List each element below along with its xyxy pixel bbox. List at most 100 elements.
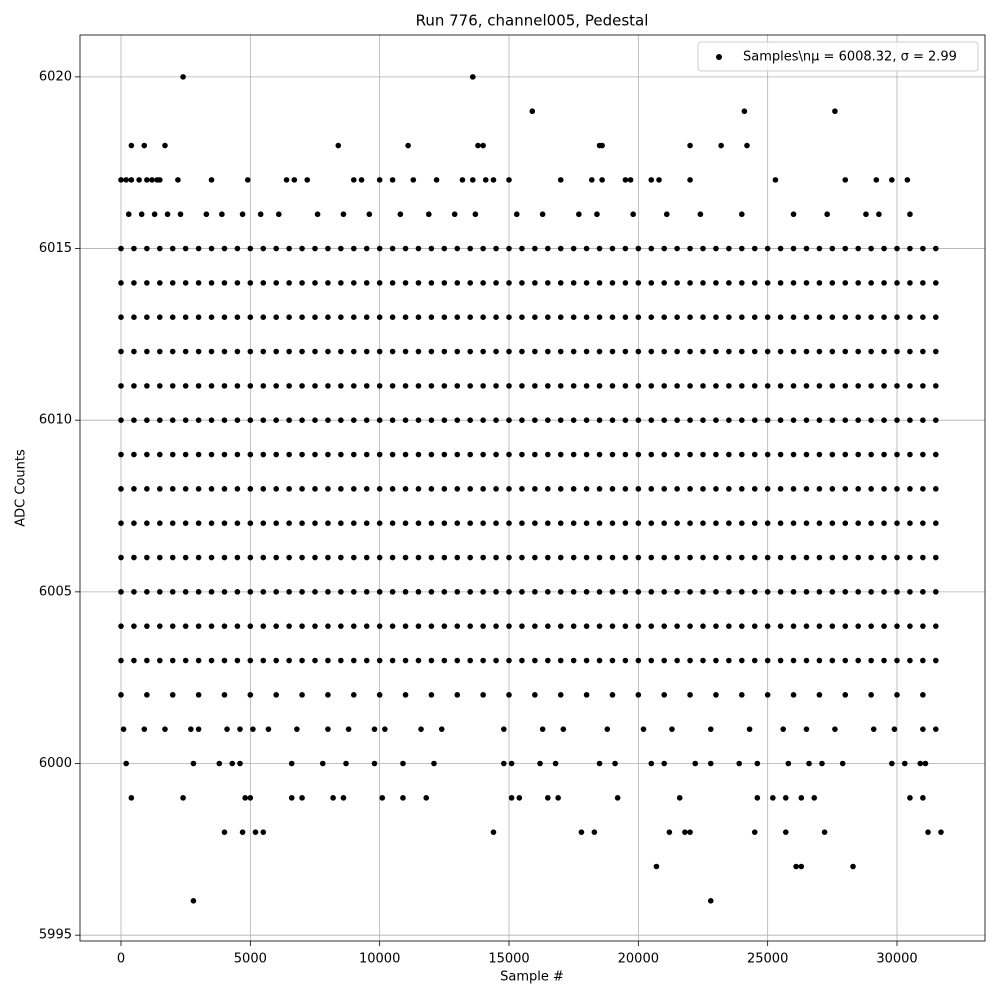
point bbox=[635, 554, 642, 561]
point bbox=[325, 280, 331, 286]
point bbox=[933, 245, 939, 252]
point bbox=[493, 383, 499, 389]
point bbox=[229, 760, 236, 767]
point bbox=[770, 795, 776, 801]
point bbox=[889, 177, 895, 183]
point bbox=[599, 142, 605, 149]
point bbox=[234, 486, 241, 492]
point bbox=[777, 348, 784, 355]
point bbox=[363, 245, 370, 252]
point bbox=[350, 451, 357, 458]
point bbox=[816, 589, 823, 595]
point bbox=[648, 554, 655, 561]
point bbox=[713, 451, 719, 458]
point bbox=[782, 795, 789, 801]
point bbox=[363, 623, 370, 629]
point bbox=[891, 726, 898, 732]
point bbox=[596, 760, 603, 767]
point bbox=[570, 520, 577, 526]
point bbox=[661, 623, 668, 629]
point bbox=[221, 623, 228, 629]
point bbox=[400, 795, 406, 801]
point bbox=[208, 657, 215, 664]
point bbox=[415, 245, 422, 252]
point bbox=[855, 383, 862, 389]
point bbox=[131, 451, 137, 458]
point bbox=[907, 211, 913, 218]
point bbox=[933, 314, 939, 321]
point bbox=[156, 314, 163, 321]
point bbox=[208, 314, 215, 321]
point bbox=[338, 520, 344, 526]
point bbox=[741, 108, 748, 115]
point bbox=[402, 245, 409, 252]
point bbox=[299, 280, 305, 286]
point bbox=[273, 348, 279, 355]
point bbox=[700, 383, 706, 389]
point bbox=[400, 760, 406, 767]
point bbox=[829, 520, 836, 526]
point bbox=[894, 623, 900, 629]
point bbox=[700, 245, 706, 252]
point bbox=[208, 520, 215, 526]
point bbox=[855, 623, 862, 629]
point bbox=[687, 142, 693, 149]
point bbox=[622, 417, 629, 423]
point bbox=[829, 657, 836, 664]
point bbox=[247, 623, 254, 629]
point bbox=[221, 692, 228, 698]
point bbox=[583, 486, 590, 492]
point bbox=[118, 589, 124, 595]
point bbox=[273, 623, 279, 629]
point bbox=[480, 142, 486, 149]
point bbox=[252, 829, 259, 835]
point bbox=[208, 417, 215, 423]
point bbox=[389, 589, 396, 595]
point bbox=[182, 554, 189, 561]
point bbox=[622, 245, 629, 252]
point bbox=[363, 520, 370, 526]
point bbox=[609, 589, 616, 595]
point bbox=[195, 314, 202, 321]
point bbox=[234, 417, 241, 423]
point bbox=[622, 520, 629, 526]
point bbox=[829, 554, 836, 561]
point bbox=[545, 623, 551, 629]
point bbox=[156, 245, 163, 252]
point bbox=[739, 348, 745, 355]
point bbox=[609, 417, 616, 423]
point bbox=[532, 589, 538, 595]
point bbox=[389, 451, 396, 458]
point bbox=[506, 314, 512, 321]
point bbox=[180, 795, 186, 801]
point bbox=[221, 486, 228, 492]
point bbox=[312, 623, 318, 629]
point bbox=[739, 451, 745, 458]
point bbox=[635, 451, 642, 458]
point bbox=[376, 623, 383, 629]
point bbox=[674, 589, 680, 595]
point bbox=[881, 451, 887, 458]
point bbox=[286, 451, 292, 458]
point bbox=[682, 829, 688, 835]
point bbox=[674, 486, 680, 492]
point bbox=[816, 348, 823, 355]
point bbox=[247, 795, 254, 801]
point bbox=[325, 451, 331, 458]
point bbox=[700, 657, 706, 664]
point bbox=[785, 760, 792, 767]
point bbox=[195, 692, 202, 698]
point bbox=[687, 451, 693, 458]
point bbox=[480, 417, 486, 423]
point bbox=[583, 520, 590, 526]
point bbox=[428, 657, 435, 664]
point bbox=[247, 692, 254, 698]
point bbox=[532, 245, 538, 252]
point bbox=[402, 589, 409, 595]
point bbox=[239, 829, 246, 835]
chart-title: Run 776, channel005, Pedestal bbox=[416, 12, 649, 30]
point bbox=[726, 280, 732, 286]
point bbox=[389, 177, 396, 183]
point bbox=[622, 486, 629, 492]
point bbox=[803, 657, 810, 664]
